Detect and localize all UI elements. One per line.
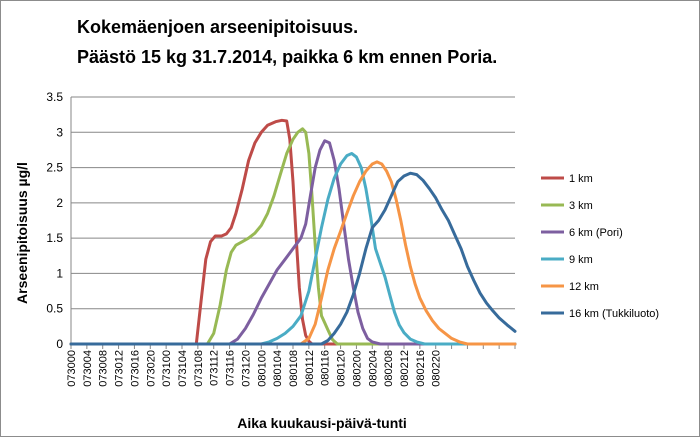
- x-tick-label: 073016: [129, 350, 141, 387]
- series-line-3: [69, 152, 517, 346]
- legend-label: 16 km (Tukkiluoto): [569, 308, 659, 320]
- x-tick-label: 073008: [98, 350, 110, 387]
- chart-title: Kokemäenjoen arseenipitoisuus. Päästö 15 …: [77, 17, 497, 67]
- x-tick-label: 080216: [415, 350, 427, 387]
- series-line-1: [69, 127, 517, 346]
- series-line-4: [69, 160, 517, 346]
- series-line-0: [69, 118, 517, 346]
- y-tick-label: 3.5: [46, 90, 63, 104]
- series-line-2: [69, 139, 517, 346]
- x-tick-label: 073108: [193, 350, 205, 387]
- y-tick-label: 1: [56, 266, 63, 280]
- x-tick-label: 073112: [209, 350, 221, 386]
- x-tick-label: 073000: [66, 350, 78, 387]
- x-tick-label: 073116: [225, 350, 237, 386]
- y-tick-label: 0: [56, 337, 63, 351]
- legend: 1 km 3 km 6 km (Pori) 9 km 12 km 16 km (Tukki…: [541, 173, 659, 320]
- y-axis-title: Arseenipitoisuus µg/l: [14, 162, 30, 304]
- x-tick-label: 080200: [351, 350, 363, 387]
- x-tick-label: 080208: [383, 350, 395, 387]
- x-tick-label: 073120: [240, 350, 252, 387]
- x-tick-label: 080104: [272, 350, 284, 387]
- y-tick-label: 3: [56, 125, 63, 139]
- legend-label: 3 km: [569, 200, 593, 212]
- x-tick-label: 080212: [399, 350, 411, 387]
- legend-label: 1 km: [569, 173, 593, 185]
- legend-label: 12 km: [569, 281, 599, 293]
- x-tick-label: 073004: [82, 350, 94, 387]
- x-axis-title: Aika kuukausi-päivä-tunti: [237, 415, 407, 431]
- x-tick-label: 073104: [177, 350, 189, 387]
- y-tick-label: 0.5: [46, 302, 63, 316]
- x-tick-label: 073020: [145, 350, 157, 387]
- series-line-5: [69, 171, 517, 346]
- series-lines: [69, 118, 517, 346]
- x-tick-label: 080120: [336, 350, 348, 387]
- x-tick-label: 080112: [304, 350, 316, 386]
- x-tick-label: 080220: [431, 350, 443, 387]
- legend-label: 6 km (Pori): [569, 227, 623, 239]
- x-tick-label: 080108: [288, 350, 300, 387]
- x-tick-label: 073012: [114, 350, 126, 387]
- y-tick-label: 1.5: [46, 231, 63, 245]
- x-tick-label: 080204: [367, 350, 379, 387]
- x-tick-label: 080116: [320, 350, 332, 386]
- x-tick-label: 080100: [256, 350, 268, 387]
- x-axis-ticks: 073000 073004 073008 073012 073016 073020 0731…: [66, 344, 516, 387]
- legend-label: 9 km: [569, 254, 593, 266]
- y-axis-ticks: 0 0.5 1 1.5 2 2.5 3 3.5: [46, 90, 63, 351]
- chart-title-line: Kokemäenjoen arseenipitoisuus.: [77, 17, 358, 37]
- chart-title-line: Päästö 15 kg 31.7.2014, paikka 6 km enne…: [77, 47, 497, 67]
- y-tick-label: 2: [56, 196, 63, 210]
- x-tick-label: 073100: [161, 350, 173, 387]
- y-tick-label: 2.5: [46, 161, 63, 175]
